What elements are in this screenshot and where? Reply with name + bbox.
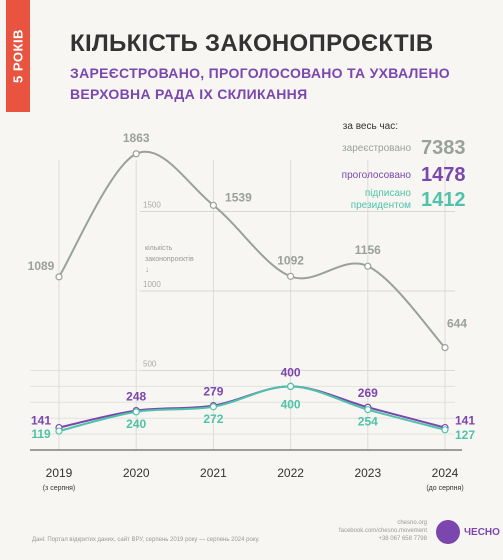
x-tick-label: 2019 <box>46 466 73 480</box>
data-label: 644 <box>447 317 467 331</box>
total-value: 7383 <box>421 137 466 159</box>
data-label: 400 <box>281 397 301 411</box>
data-label: 240 <box>126 417 146 431</box>
data-point <box>364 406 372 414</box>
total-value: 1412 <box>421 188 466 211</box>
totals-header: за весь час: <box>342 121 398 132</box>
years-ribbon: 5 РОКІВ <box>6 0 30 112</box>
source-note: Дані: Портал відкритих даних, сайт ВРУ, … <box>32 537 260 543</box>
chesno-logo-icon <box>436 520 460 544</box>
data-label: 141 <box>31 414 51 428</box>
data-label: 141 <box>455 414 475 428</box>
data-label: 1539 <box>225 190 252 204</box>
data-label: 248 <box>126 390 146 404</box>
x-tick-sublabel: (з серпня) <box>43 485 76 492</box>
total-label: проголосовано <box>341 169 411 181</box>
total-label: зареєстровано <box>342 142 411 154</box>
data-point <box>287 382 295 390</box>
subtitle-line-1: ЗАРЕЄСТРОВАНО, ПРОГОЛОСОВАНО ТА УХВАЛЕНО <box>70 65 450 81</box>
x-tick-label: 2022 <box>277 466 304 480</box>
data-label: 1156 <box>355 243 381 257</box>
subtitle-line-2: ВЕРХОВНА РАДА IX СКЛИКАННЯ <box>70 86 308 102</box>
x-tick-label: 2024 <box>432 466 459 480</box>
data-label: 279 <box>203 385 223 399</box>
data-point <box>132 408 140 416</box>
y-axis-label: законопроєктів <box>145 255 194 263</box>
series-line <box>58 385 446 433</box>
x-tick-label: 2020 <box>123 466 150 480</box>
y-axis-label: кількість <box>145 244 173 252</box>
data-point <box>287 272 295 280</box>
data-label: 269 <box>358 386 378 400</box>
total-row: зареєстровано 7383 <box>342 137 493 160</box>
x-tick-sublabel: (до серпня) <box>426 485 463 492</box>
y-tick-label: 500 <box>143 360 157 369</box>
data-label: 1092 <box>277 253 304 267</box>
data-point <box>441 344 449 352</box>
data-point <box>55 427 63 435</box>
data-point <box>209 403 217 411</box>
total-row: проголосовано 1478 <box>342 164 493 187</box>
data-label: 272 <box>203 412 223 426</box>
page-title: КІЛЬКІСТЬ ЗАКОНОПРОЄКТІВ <box>70 30 434 57</box>
data-point <box>55 273 63 281</box>
data-point <box>441 426 449 434</box>
total-row: підписано президентом 1412 <box>341 188 493 212</box>
footer-contacts: chesno.org facebook.com/chesno.movement … <box>339 519 427 543</box>
data-label: 254 <box>358 415 378 429</box>
y-tick-label: 1500 <box>143 201 161 210</box>
data-label: 400 <box>281 365 301 379</box>
y-tick-label: 1000 <box>143 280 161 289</box>
total-value: 1478 <box>421 164 466 186</box>
data-label: 119 <box>31 427 51 441</box>
logo-text: ЧЕСНО <box>464 527 500 538</box>
data-label: 127 <box>455 428 475 442</box>
x-tick-label: 2023 <box>354 466 381 480</box>
total-label: підписано президентом <box>350 188 411 211</box>
data-point <box>132 150 140 158</box>
x-tick-label: 2021 <box>200 466 227 480</box>
footer-site: chesno.org <box>397 520 427 526</box>
y-axis-label-arrow: ↓ <box>145 265 149 274</box>
series-line <box>58 150 446 349</box>
data-point <box>364 262 372 270</box>
data-label: 1863 <box>123 131 150 145</box>
footer-phone: +38 067 658 7798 <box>378 536 427 542</box>
data-point <box>209 201 217 209</box>
footer-facebook: facebook.com/chesno.movement <box>338 528 427 534</box>
data-label: 1089 <box>28 259 55 273</box>
series-line <box>58 385 446 429</box>
